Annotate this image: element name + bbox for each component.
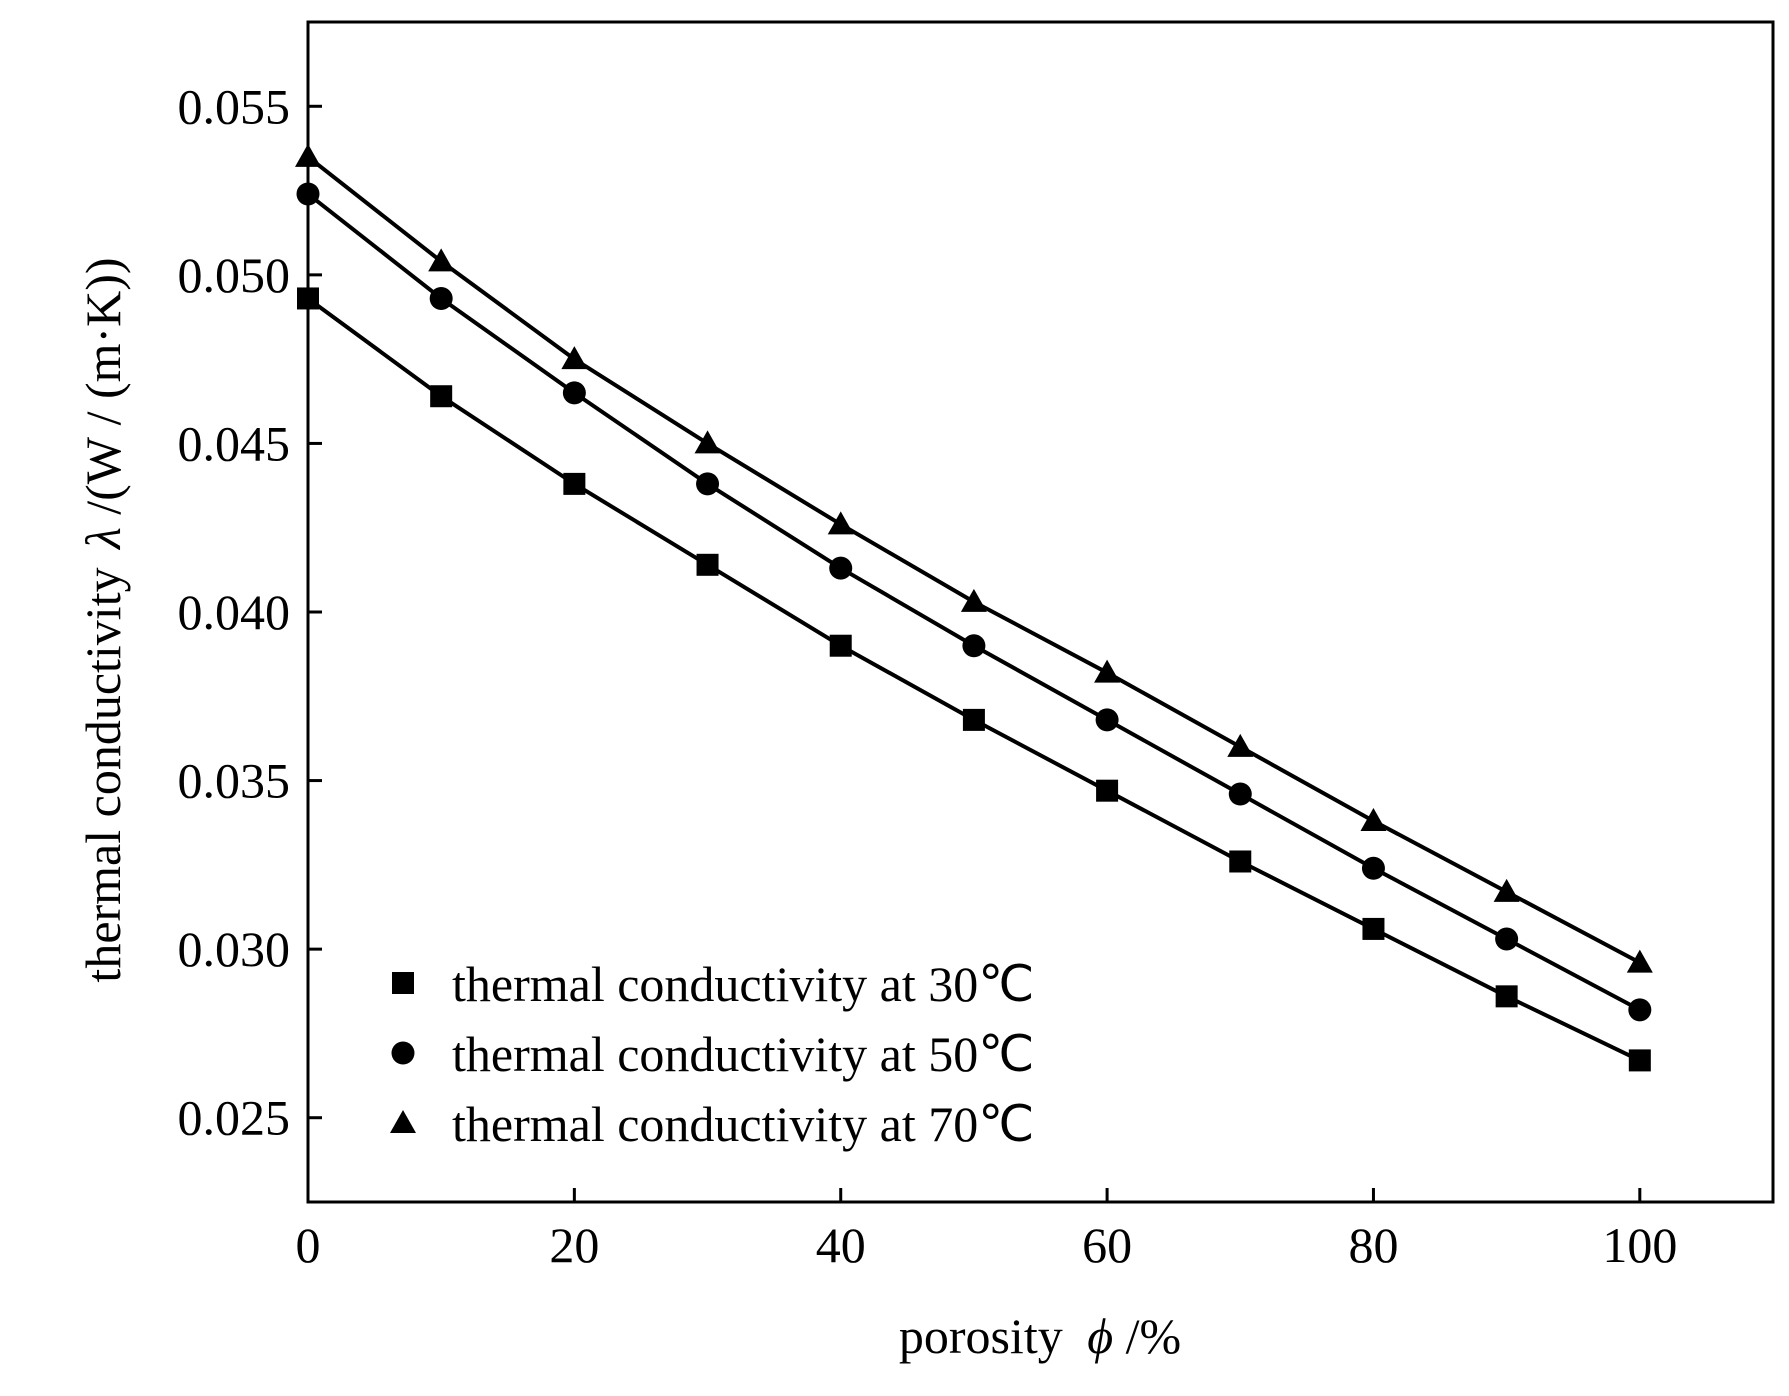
data-point-circle <box>829 556 853 580</box>
data-point-circle <box>696 472 720 496</box>
data-point-circle <box>1628 998 1652 1022</box>
series-line <box>306 155 1641 965</box>
x-axis-title: porosity ϕ /% <box>899 1308 1181 1364</box>
x-tick-label: 0 <box>296 1217 321 1273</box>
x-axis-unit: /% <box>1126 1308 1182 1364</box>
data-point-square <box>430 385 453 408</box>
data-point-square <box>1096 779 1119 802</box>
data-point-circle <box>1495 927 1519 951</box>
data-point-triangle <box>1094 659 1121 683</box>
data-point-triangle <box>295 143 321 167</box>
series-layer <box>295 143 1653 1072</box>
x-tick-label: 80 <box>1348 1217 1398 1273</box>
data-point-circle <box>296 182 320 206</box>
data-point-triangle <box>694 430 721 454</box>
data-point-square <box>1628 1049 1651 1072</box>
plot-frame <box>306 20 1775 1204</box>
y-tick-label: 0.025 <box>178 1090 291 1146</box>
legend-item: thermal conductivity at 50℃ <box>391 1026 1034 1082</box>
y-tick-label: 0.030 <box>178 921 291 977</box>
data-point-triangle <box>561 346 588 370</box>
data-point-square <box>696 553 719 576</box>
series-line <box>306 296 1641 1063</box>
legend-marker-triangle <box>390 1110 416 1133</box>
x-axis-symbol: ϕ <box>1087 1308 1113 1364</box>
data-point-square <box>297 287 319 310</box>
data-point-triangle <box>1227 733 1254 757</box>
data-point-triangle <box>827 511 854 535</box>
y-tick-label: 0.050 <box>178 247 291 303</box>
data-point-triangle <box>1493 878 1520 902</box>
legend: thermal conductivity at 30℃ thermal condu… <box>390 956 1034 1152</box>
x-axis-title-text: porosity <box>899 1308 1063 1364</box>
data-point-square <box>1495 985 1518 1008</box>
data-point-circle <box>1361 856 1385 880</box>
legend-item: thermal conductivity at 30℃ <box>392 956 1034 1012</box>
series-3 <box>295 143 1653 973</box>
data-point-circle <box>429 286 453 310</box>
y-tick-label: 0.045 <box>178 415 291 471</box>
x-tick-label: 100 <box>1602 1217 1677 1273</box>
legend-label: thermal conductivity at 50℃ <box>452 1026 1034 1082</box>
x-tick-label: 20 <box>549 1217 599 1273</box>
y-axis: 0.025 0.030 0.035 0.040 0.045 0.050 0.055 <box>178 78 322 1146</box>
data-point-square <box>563 472 586 495</box>
data-point-triangle <box>428 248 455 272</box>
y-axis-unit: /(W / (m·K)) <box>75 257 131 514</box>
y-tick-label: 0.035 <box>178 753 291 809</box>
data-point-triangle <box>1360 808 1387 832</box>
y-axis-title: thermal conductivity λ /(W / (m·K)) <box>75 257 131 982</box>
y-tick-label: 0.055 <box>178 78 291 134</box>
legend-label: thermal conductivity at 70℃ <box>452 1096 1034 1152</box>
legend-marker-square <box>392 972 414 994</box>
data-point-square <box>1229 850 1252 873</box>
data-point-square <box>1362 917 1385 940</box>
series-2 <box>296 182 1652 1022</box>
data-point-circle <box>562 381 586 405</box>
data-point-triangle <box>1626 949 1653 973</box>
legend-label: thermal conductivity at 30℃ <box>452 956 1034 1012</box>
y-tick-label: 0.040 <box>178 584 291 640</box>
x-tick-label: 40 <box>816 1217 866 1273</box>
data-point-circle <box>1095 708 1119 732</box>
x-axis: 0 20 40 60 80 100 <box>296 1188 1677 1273</box>
data-point-circle <box>962 634 986 658</box>
data-point-circle <box>1228 782 1252 806</box>
data-point-square <box>962 708 985 731</box>
series-1 <box>297 287 1651 1072</box>
data-point-triangle <box>960 588 987 612</box>
legend-marker-circle <box>391 1041 415 1065</box>
y-axis-symbol: λ <box>75 527 131 551</box>
legend-item: thermal conductivity at 70℃ <box>390 1096 1034 1152</box>
x-tick-label: 60 <box>1082 1217 1132 1273</box>
y-axis-title-text: thermal conductivity <box>75 567 131 982</box>
data-point-square <box>829 634 852 657</box>
